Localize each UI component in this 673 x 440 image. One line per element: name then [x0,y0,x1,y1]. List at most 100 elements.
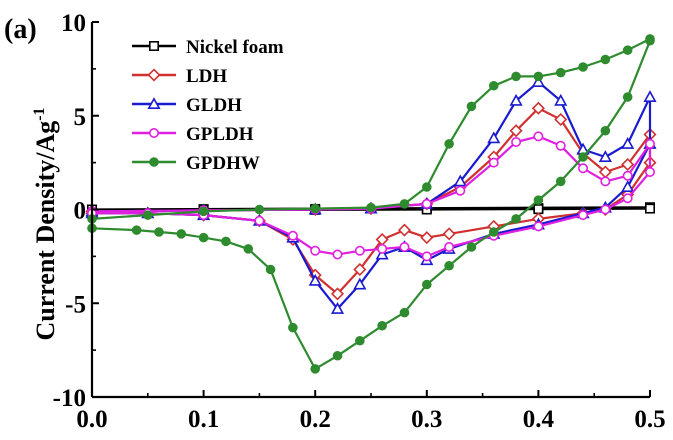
data-point [466,101,477,112]
series-line [91,107,652,295]
data-point [143,210,153,220]
data-point [622,193,633,204]
data-point [533,71,544,82]
x-tick-label: 0.0 [76,406,107,433]
data-point [308,273,322,286]
data-point [488,80,499,91]
data-point [221,236,231,247]
data-point [366,202,376,213]
y-axis-title-superscript: -1 [31,107,48,120]
data-point [511,214,521,224]
data-point [511,137,522,148]
legend-label: GPDHW [186,153,260,174]
data-point [466,242,477,252]
data-point [154,227,164,237]
data-point [455,185,466,196]
data-point [509,93,523,106]
panel-label: (a) [4,14,37,45]
legend-item: Nickel foam [132,37,284,58]
data-point [332,350,343,361]
data-point [488,227,499,237]
legend: Nickel foam LDH GLDH GPLDH GPDHW [132,37,284,174]
data-point [254,215,265,226]
data-point [600,176,611,187]
legend-swatch-marker [147,97,161,109]
data-point [533,221,544,232]
data-point [287,230,298,241]
data-point [645,35,655,46]
data-point [622,92,633,102]
data-point [554,112,568,127]
data-point [598,150,612,162]
data-point [533,204,544,215]
data-point [555,67,566,78]
data-point [453,174,467,187]
data-point [397,223,412,237]
data-point [555,140,566,151]
data-point [354,245,365,256]
data-point [198,206,209,217]
data-point [399,199,410,209]
data-point [444,260,454,271]
data-point [420,231,434,245]
series-gldh [85,75,657,314]
data-point [377,320,387,331]
data-point [554,93,568,106]
y-axis-title-main: Current Density/Ag [31,121,60,341]
x-tick-label: 0.3 [411,406,442,433]
data-point [578,210,589,221]
data-point [310,364,320,374]
data-point [578,152,588,162]
data-point [355,335,365,346]
data-point [644,203,655,214]
data-point [533,131,544,142]
data-point [353,277,367,290]
data-point [622,45,633,55]
data-point [399,307,410,318]
data-point [254,204,265,215]
data-point [600,54,611,65]
data-point [353,262,367,277]
legend-swatch-marker [149,128,160,139]
legend-item: LDH [132,66,227,87]
data-point [600,204,611,215]
y-tick-label: 0 [74,198,87,225]
x-tick-label: 0.4 [523,406,555,433]
data-point [488,157,499,168]
data-point [442,227,456,241]
y-axis-title-text: Current Density/Ag-1 [31,107,60,340]
legend-label: LDH [186,66,227,87]
series-gpldh [87,131,655,262]
data-point [621,137,635,149]
legend-item: GPDHW [132,153,260,174]
y-axis-title: Current Density/Ag-1 [31,107,60,340]
legend-item: GLDH [132,95,242,116]
data-point [621,180,635,192]
data-point [600,125,611,136]
legend-item: GPLDH [132,124,254,145]
data-point [243,244,254,254]
legend-label: Nickel foam [186,37,284,58]
data-point [330,302,345,314]
data-point [531,75,545,87]
data-point [531,101,545,115]
data-point [375,247,389,260]
data-point [578,62,588,72]
y-tick-label: -5 [65,291,86,318]
series-line [91,135,652,258]
data-point [399,242,410,253]
data-point [644,138,655,149]
legend-label: GLDH [186,95,242,116]
data-point [444,242,455,253]
data-point [643,90,657,102]
data-point [621,157,635,172]
data-point [421,279,432,290]
data-point [377,243,388,254]
data-point [578,163,589,174]
legend-swatch-marker [149,40,160,51]
data-point [421,182,432,192]
legend-swatch-marker [147,68,161,82]
data-point [265,264,276,275]
data-point [487,131,501,144]
